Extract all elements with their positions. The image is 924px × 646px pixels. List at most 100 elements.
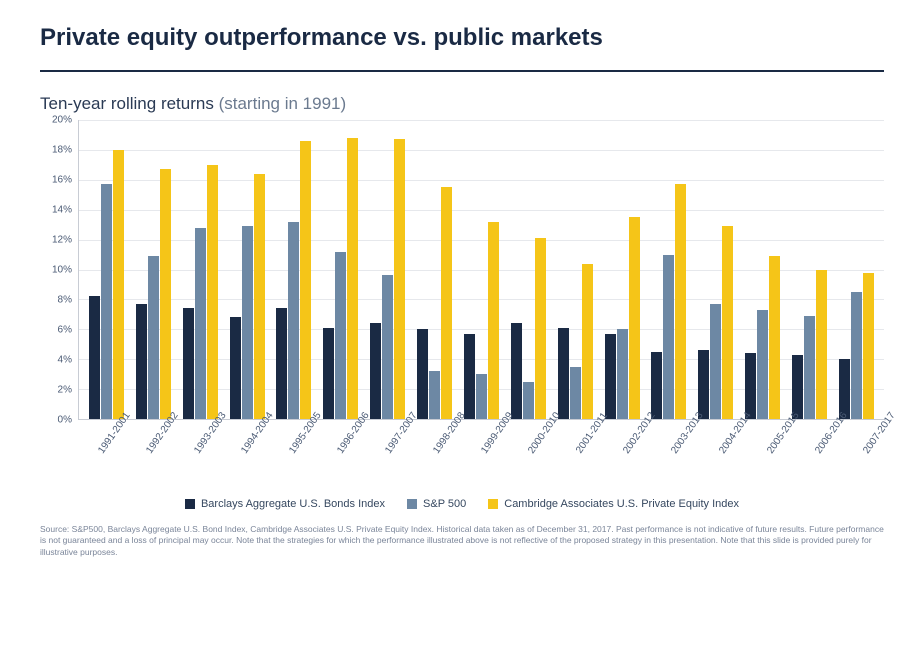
legend-item: Cambridge Associates U.S. Private Equity… [488,498,739,510]
y-axis: 0%2%4%6%8%10%12%14%16%18%20% [40,120,74,420]
bar [207,165,218,419]
bar [605,334,616,419]
bar-group [83,120,130,419]
legend-item: Barclays Aggregate U.S. Bonds Index [185,498,385,510]
legend-swatch [488,499,498,509]
bar [792,355,803,419]
y-tick-label: 20% [52,115,72,126]
bar-group [692,120,739,419]
bar [722,226,733,419]
y-tick-label: 14% [52,205,72,216]
bar [757,310,768,419]
divider [40,70,884,72]
bar [523,382,534,419]
bar [195,228,206,419]
bar-group [552,120,599,419]
bar [101,184,112,419]
bar [488,222,499,419]
bar-group [224,120,271,419]
bar [148,256,159,419]
bar [558,328,569,419]
bar [183,308,194,419]
bar [769,256,780,419]
bar [663,255,674,419]
bar-group [833,120,880,419]
bar [816,270,827,420]
plot-area [78,120,884,420]
chart-subtitle: Ten-year rolling returns (starting in 19… [40,94,884,114]
bar-groups [79,120,884,419]
bar [651,352,662,419]
subtitle-strong: Ten-year rolling returns [40,94,214,113]
y-tick-label: 16% [52,175,72,186]
bar [863,273,874,420]
bar-group [786,120,833,419]
bar [370,323,381,419]
legend-label: S&P 500 [423,498,466,510]
bar-group [177,120,224,419]
y-tick-label: 6% [58,325,72,336]
bar-group [739,120,786,419]
bar [745,353,756,419]
page-title: Private equity outperformance vs. public… [40,24,884,52]
bar [89,296,100,419]
subtitle-light: (starting in 1991) [219,94,347,113]
bar [710,304,721,419]
legend-item: S&P 500 [407,498,466,510]
chart: 0%2%4%6%8%10%12%14%16%18%20% 1991-200119… [40,120,884,490]
x-tick-label: 2007-2017 [861,410,924,484]
legend-label: Barclays Aggregate U.S. Bonds Index [201,498,385,510]
bar [230,317,241,419]
y-tick-label: 4% [58,355,72,366]
bar [335,252,346,419]
bar [429,371,440,419]
y-tick-label: 18% [52,145,72,156]
bar [288,222,299,419]
bar [160,169,171,419]
bar-group [317,120,364,419]
bar [347,138,358,419]
bar-group [411,120,458,419]
bar-group [364,120,411,419]
bar [464,334,475,419]
y-tick-label: 2% [58,385,72,396]
bar [629,217,640,419]
bar [804,316,815,419]
bar [617,329,628,419]
bar [476,374,487,419]
bar [851,292,862,419]
bar [394,139,405,419]
y-tick-label: 12% [52,235,72,246]
bar-group [271,120,318,419]
bar [382,275,393,419]
y-tick-label: 0% [58,415,72,426]
x-axis-labels: 1991-20011992-20021993-20031994-20041995… [78,424,884,484]
legend-swatch [185,499,195,509]
bar-group [599,120,646,419]
bar [136,304,147,419]
legend-swatch [407,499,417,509]
bar [535,238,546,419]
bar [276,308,287,419]
bar [511,323,522,419]
bar [675,184,686,419]
footnote: Source: S&P500, Barclays Aggregate U.S. … [40,524,884,558]
bar [242,226,253,419]
bar-group [458,120,505,419]
bar [254,174,265,419]
bar [698,350,709,419]
y-tick-label: 8% [58,295,72,306]
bar [323,328,334,419]
bar [570,367,581,419]
bar [300,141,311,419]
bar [113,150,124,419]
bar-group [130,120,177,419]
legend-label: Cambridge Associates U.S. Private Equity… [504,498,739,510]
y-tick-label: 10% [52,265,72,276]
bar [441,187,452,419]
bar [417,329,428,419]
bar [582,264,593,419]
bar-group [505,120,552,419]
legend: Barclays Aggregate U.S. Bonds Index S&P 5… [40,498,884,510]
bar-group [646,120,693,419]
